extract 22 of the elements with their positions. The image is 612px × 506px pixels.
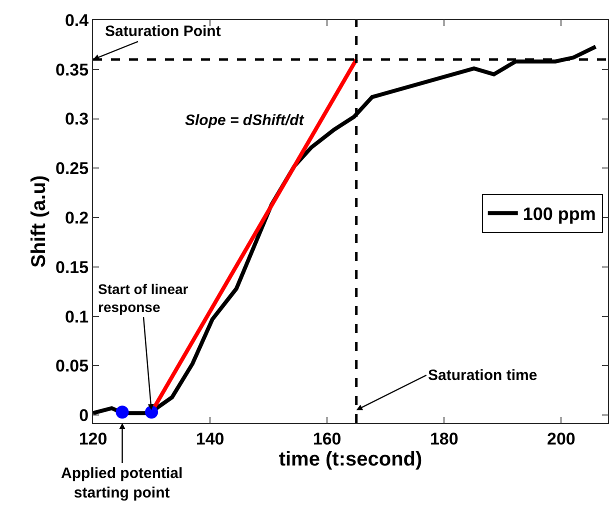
- annotation: Saturation Point: [105, 23, 221, 40]
- annotation: Saturation time: [428, 367, 538, 384]
- annotation: Slope = dShift/dt: [185, 112, 305, 129]
- y-tick-label: 0: [79, 406, 89, 426]
- x-tick-label: 180: [430, 429, 458, 448]
- y-tick-label: 0.05: [56, 356, 89, 376]
- y-tick-label: 0.4: [64, 10, 90, 30]
- annotation: Applied potential starting point: [61, 465, 183, 502]
- y-axis-title: Shift (a.u): [28, 175, 50, 268]
- y-tick-label: 0.3: [64, 110, 89, 129]
- y-tick-label: 0.15: [56, 258, 89, 277]
- annotation: Start of linear response: [98, 281, 189, 316]
- x-tick-label: 140: [196, 429, 224, 448]
- y-tick-label: 0.35: [56, 60, 89, 80]
- x-tick-label: 160: [312, 429, 342, 448]
- y-tick-label: 0.2: [64, 208, 89, 228]
- x-tick-label: 120: [78, 429, 108, 448]
- x-tick-label: 200: [546, 429, 576, 448]
- x-axis-title: time (t:second): [278, 448, 422, 470]
- legend-label: 100 ppm: [522, 204, 596, 224]
- y-tick-label: 0.25: [56, 159, 89, 178]
- y-tick-label: 0.1: [64, 307, 89, 326]
